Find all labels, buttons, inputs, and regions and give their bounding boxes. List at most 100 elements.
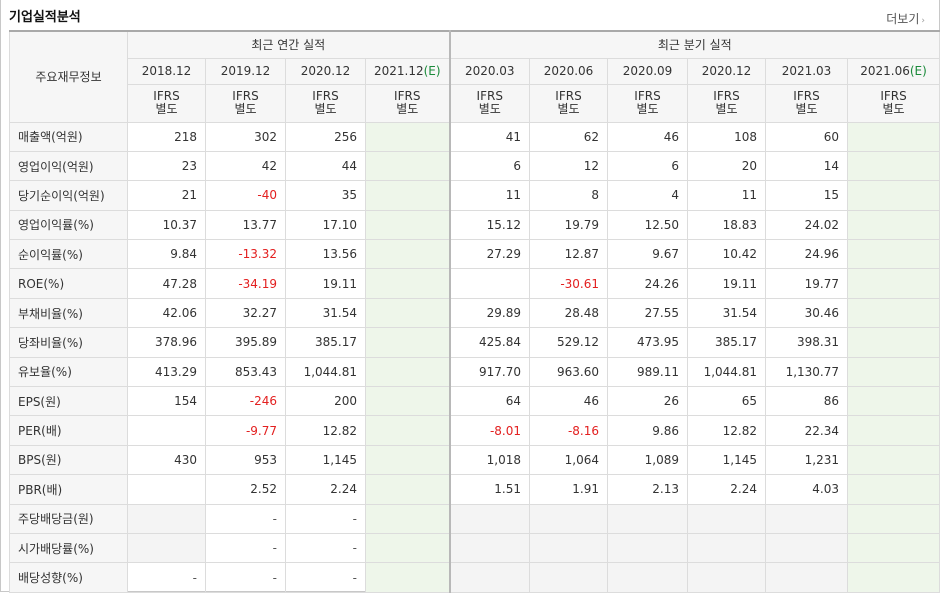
row-label: 매출액(억원) [9,121,128,152]
value-cell: - [205,562,286,593]
value-cell: 41 [449,121,530,152]
value-cell: 60 [765,121,848,152]
value-cell: 4.03 [765,474,848,505]
value-cell: 44 [285,150,366,182]
separate-label: 별도 [636,102,659,116]
row-label: 당좌비율(%) [9,327,128,358]
annual-period-header: 2021.12(E) [365,57,451,85]
value-cell [687,503,766,534]
row-label: 순이익률(%) [9,239,128,270]
value-cell: 12.87 [529,239,608,270]
value-cell [846,386,940,417]
table-row: 영업이익(억원) 23 42 44 6 12 6 20 14 [9,150,940,182]
value-cell: 19.11 [285,268,366,299]
annual-period-header: 2020.12 [285,57,366,85]
value-cell: 28.48 [529,297,608,329]
row-label: 영업이익(억원) [9,150,128,182]
value-cell: 953 [205,444,286,476]
value-cell: 24.96 [765,239,848,270]
table-row: 유보율(%) 413.29 853.43 1,044.81 917.70 963.60 98… [9,356,940,388]
value-cell: 430 [127,444,206,476]
value-cell [365,209,451,241]
value-cell [607,562,688,593]
value-cell [365,180,451,211]
value-cell [765,503,848,534]
chevron-right-icon: › [921,16,925,26]
value-cell: 65 [687,386,766,417]
value-cell [449,268,530,299]
value-cell: 35 [285,180,366,211]
ifrs-label: IFRS [555,89,582,103]
value-cell [449,532,530,564]
value-cell [846,327,940,358]
value-cell [765,562,848,593]
value-cell [449,562,530,593]
ifrs-label: IFRS [476,89,503,103]
value-cell: 1,145 [285,444,366,476]
value-cell [365,532,451,564]
value-cell: 6 [607,150,688,182]
more-link[interactable]: 더보기 › [886,10,925,27]
value-cell [529,532,608,564]
accounting-standard-cell: IFRS 별도 [205,83,286,123]
group-header-row: 주요재무정보 최근 연간 실적 최근 분기 실적 [9,30,940,123]
value-cell: 22.34 [765,415,848,446]
separate-label: 별도 [155,102,178,116]
value-cell: -34.19 [205,268,286,299]
quarter-period-header: 2021.03 [765,57,848,85]
separate-label: 별도 [314,102,337,116]
value-cell: 42 [205,150,286,182]
value-cell: 19.11 [687,268,766,299]
value-cell: 13.77 [205,209,286,241]
quarter-period-header: 2020.06 [529,57,608,85]
value-cell [846,239,940,270]
period-label: 2021.06 [860,64,910,78]
value-cell: 218 [127,121,206,152]
value-cell: 917.70 [449,356,530,388]
value-cell: 21 [127,180,206,211]
separate-label: 별도 [478,102,501,116]
value-cell: 200 [285,386,366,417]
period-label: 2018.12 [141,64,192,78]
value-cell: 32.27 [205,297,286,329]
value-cell: 19.77 [765,268,848,299]
separate-label: 별도 [882,102,905,116]
value-cell: 4 [607,180,688,211]
value-cell: - [205,503,286,534]
period-label: 2020.12 [300,64,351,78]
accounting-standard-cell: IFRS 별도 [765,83,848,123]
value-cell [127,503,206,534]
value-cell: 9.84 [127,239,206,270]
value-cell [127,532,206,564]
value-cell: 385.17 [687,327,766,358]
value-cell [365,386,451,417]
period-label: 2021.03 [781,64,832,78]
quarter-group-header: 최근 분기 실적 [448,30,940,59]
panel-title: 기업실적분석 [9,10,81,25]
value-cell [365,121,451,152]
value-cell: - [127,562,206,593]
value-cell: -13.32 [205,239,286,270]
value-cell: 12.50 [607,209,688,241]
ifrs-label: IFRS [312,89,339,103]
financial-summary-table: 주요재무정보 최근 연간 실적 최근 분기 실적 2018.12 2019.12 2… [9,30,940,593]
value-cell: -9.77 [205,415,286,446]
separate-label: 별도 [396,102,419,116]
value-cell: 23 [127,150,206,182]
value-cell: 1,089 [607,444,688,476]
row-label: 주당배당금(원) [9,503,128,534]
value-cell [846,209,940,241]
accounting-standard-cell: IFRS 별도 [365,83,451,123]
value-cell: - [285,532,366,564]
ifrs-label: IFRS [394,89,421,103]
value-cell [846,268,940,299]
value-cell: 1,130.77 [765,356,848,388]
quarter-period-header: 2021.06(E) [846,57,940,85]
value-cell [846,356,940,388]
value-cell: 1,018 [449,444,530,476]
accounting-standard-cell: IFRS 별도 [687,83,766,123]
separate-label: 별도 [795,102,818,116]
table-row: 영업이익률(%) 10.37 13.77 17.10 15.12 19.79 12.50 18… [9,209,940,241]
value-cell: 15.12 [449,209,530,241]
